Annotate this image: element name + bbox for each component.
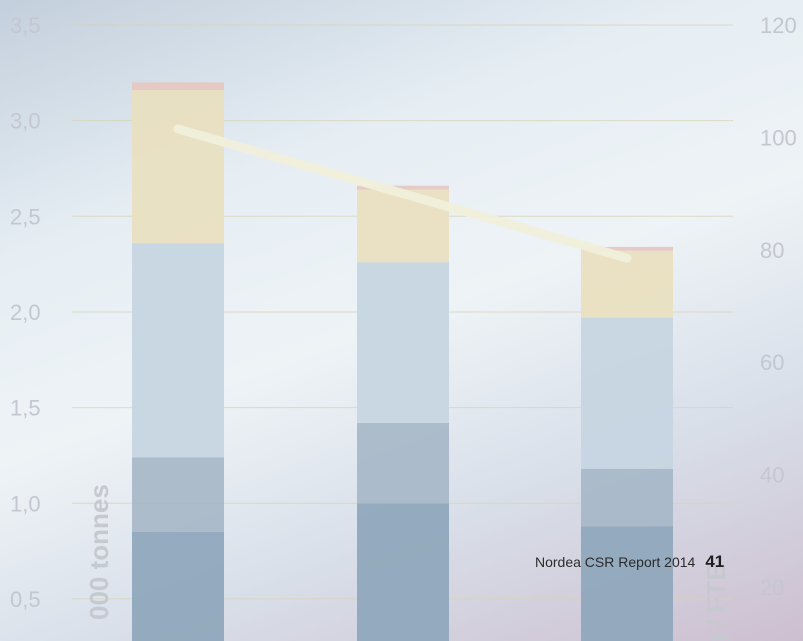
bar-segment xyxy=(132,82,224,90)
y-tick-label: 2,0 xyxy=(10,300,41,325)
y2-tick-label: 40 xyxy=(760,463,784,488)
left-axis-ticks: 0,5 1,0 1,5 2,0 2,5 3,0 3,5 xyxy=(10,13,41,612)
y-axis-label: 000 tonnes xyxy=(84,484,114,620)
y-tick-label: 2,5 xyxy=(10,204,41,229)
bar-segment xyxy=(132,243,224,457)
y2-tick-label: 80 xyxy=(760,238,784,263)
report-title: Nordea CSR Report 2014 xyxy=(535,554,695,570)
y-tick-label: 0,5 xyxy=(10,587,41,612)
y2-axis-label: g / FTE xyxy=(701,563,731,641)
bar-segment xyxy=(581,526,673,641)
right-axis-ticks: 20 40 60 80 100 120 xyxy=(760,13,797,600)
y2-tick-label: 60 xyxy=(760,350,784,375)
y-tick-label: 1,0 xyxy=(10,491,41,516)
y-tick-label: 3,0 xyxy=(10,109,41,134)
bar-segment xyxy=(581,469,673,526)
bar-segment xyxy=(132,457,224,532)
bar-segment xyxy=(357,262,449,423)
bar-segment xyxy=(132,532,224,641)
bar-segment xyxy=(357,503,449,641)
page-number: 41 xyxy=(705,552,724,572)
y-tick-label: 3,5 xyxy=(10,13,41,38)
bar-segment xyxy=(132,90,224,243)
y2-tick-label: 100 xyxy=(760,125,797,150)
y2-tick-label: 20 xyxy=(760,575,784,600)
bar-segment xyxy=(357,423,449,503)
page-footer: Nordea CSR Report 2014 41 xyxy=(535,552,724,572)
y2-tick-label: 120 xyxy=(760,13,797,38)
bar-segment xyxy=(581,318,673,469)
y-tick-label: 1,5 xyxy=(10,396,41,421)
